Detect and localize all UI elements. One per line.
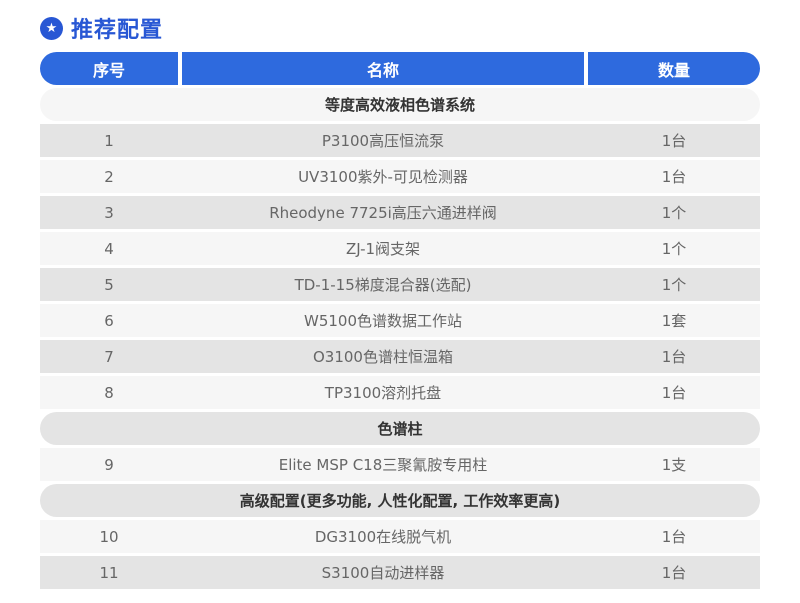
- row-quantity-cell: 1个: [588, 232, 760, 265]
- row-number-cell: 5: [40, 268, 178, 301]
- row-name-cell: Elite MSP C18三聚氰胺专用柱: [182, 448, 584, 481]
- row-number-cell: 8: [40, 376, 178, 409]
- row-number-cell: 1: [40, 124, 178, 157]
- table-row: 3 Rheodyne 7725i高压六通进样阀 1个: [40, 196, 760, 229]
- table-row: 6 W5100色谱数据工作站 1套: [40, 304, 760, 337]
- row-number-cell: 2: [40, 160, 178, 193]
- row-quantity-cell: 1台: [588, 556, 760, 589]
- table-row: 4 ZJ-1阀支架 1个: [40, 232, 760, 265]
- row-number-cell: 10: [40, 520, 178, 553]
- row-name-cell: DG3100在线脱气机: [182, 520, 584, 553]
- row-quantity-cell: 1台: [588, 124, 760, 157]
- page-title: 推荐配置: [71, 18, 164, 43]
- table-row: 11 S3100自动进样器 1台: [40, 556, 760, 589]
- row-number-cell: 6: [40, 304, 178, 337]
- table-body: 等度高效液相色谱系统 1 P3100高压恒流泵 1台 2 UV3100紫外-可见检测器 1台…: [40, 88, 760, 589]
- column-header-qty: 数量: [588, 52, 760, 85]
- row-name-cell: TP3100溶剂托盘: [182, 376, 584, 409]
- recommended-config-table: 序号 名称 数量 等度高效液相色谱系统 1 P3100高压恒流泵 1台 2 UV3100紫…: [40, 52, 760, 589]
- row-name-cell: P3100高压恒流泵: [182, 124, 584, 157]
- row-quantity-cell: 1台: [588, 376, 760, 409]
- table-row: 2 UV3100紫外-可见检测器 1台: [40, 160, 760, 193]
- row-number-cell: 9: [40, 448, 178, 481]
- row-name-cell: UV3100紫外-可见检测器: [182, 160, 584, 193]
- row-name-cell: W5100色谱数据工作站: [182, 304, 584, 337]
- row-number-cell: 7: [40, 340, 178, 373]
- star-badge-icon: ★: [40, 16, 63, 40]
- row-number-cell: 3: [40, 196, 178, 229]
- row-quantity-cell: 1台: [588, 520, 760, 553]
- table-row: 1 P3100高压恒流泵 1台: [40, 124, 760, 157]
- section-title-bar: ★ 推荐配置: [40, 12, 163, 44]
- row-name-cell: Rheodyne 7725i高压六通进样阀: [182, 196, 584, 229]
- table-row: 9 Elite MSP C18三聚氰胺专用柱 1支: [40, 448, 760, 481]
- row-name-cell: O3100色谱柱恒温箱: [182, 340, 584, 373]
- row-name-cell: ZJ-1阀支架: [182, 232, 584, 265]
- table-row: 10 DG3100在线脱气机 1台: [40, 520, 760, 553]
- section-header-row: 高级配置(更多功能, 人性化配置, 工作效率更高): [40, 484, 760, 517]
- section-header-row: 等度高效液相色谱系统: [40, 88, 760, 121]
- row-quantity-cell: 1台: [588, 340, 760, 373]
- table-row: 8 TP3100溶剂托盘 1台: [40, 376, 760, 409]
- table-header-row: 序号 名称 数量: [40, 52, 760, 85]
- row-quantity-cell: 1套: [588, 304, 760, 337]
- row-quantity-cell: 1个: [588, 196, 760, 229]
- row-quantity-cell: 1台: [588, 160, 760, 193]
- row-quantity-cell: 1个: [588, 268, 760, 301]
- row-number-cell: 11: [40, 556, 178, 589]
- column-header-name: 名称: [182, 52, 584, 85]
- row-number-cell: 4: [40, 232, 178, 265]
- row-name-cell: TD-1-15梯度混合器(选配): [182, 268, 584, 301]
- column-header-no: 序号: [40, 52, 178, 85]
- section-header-row: 色谱柱: [40, 412, 760, 445]
- table-row: 7 O3100色谱柱恒温箱 1台: [40, 340, 760, 373]
- row-name-cell: S3100自动进样器: [182, 556, 584, 589]
- table-row: 5 TD-1-15梯度混合器(选配) 1个: [40, 268, 760, 301]
- row-quantity-cell: 1支: [588, 448, 760, 481]
